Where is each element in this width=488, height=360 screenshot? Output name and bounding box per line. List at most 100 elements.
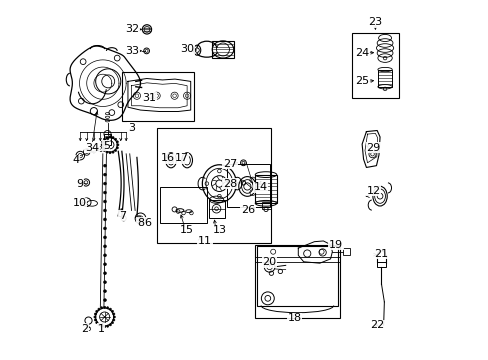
Text: 29: 29 bbox=[366, 143, 380, 153]
Bar bbox=[376, 262, 385, 267]
Circle shape bbox=[114, 149, 117, 152]
Bar bbox=[160, 187, 206, 223]
Circle shape bbox=[103, 164, 106, 167]
Text: 14: 14 bbox=[253, 182, 267, 192]
Circle shape bbox=[101, 325, 102, 327]
Circle shape bbox=[113, 319, 115, 321]
Circle shape bbox=[112, 151, 114, 153]
Text: 4: 4 bbox=[72, 155, 80, 165]
Text: 17: 17 bbox=[174, 153, 188, 163]
Bar bbox=[208, 200, 224, 218]
Circle shape bbox=[94, 316, 96, 318]
Text: 6: 6 bbox=[144, 218, 151, 228]
Text: 18: 18 bbox=[287, 313, 301, 323]
Circle shape bbox=[103, 209, 106, 212]
Text: 24: 24 bbox=[354, 48, 368, 58]
Circle shape bbox=[112, 136, 114, 139]
Text: 22: 22 bbox=[369, 320, 384, 330]
Circle shape bbox=[102, 141, 103, 143]
Circle shape bbox=[96, 321, 98, 324]
Circle shape bbox=[114, 138, 117, 140]
Circle shape bbox=[103, 245, 106, 248]
Circle shape bbox=[117, 144, 119, 146]
Text: 1: 1 bbox=[98, 324, 104, 334]
Text: 13: 13 bbox=[212, 225, 226, 235]
Text: 26: 26 bbox=[241, 206, 255, 216]
Circle shape bbox=[103, 227, 106, 230]
Circle shape bbox=[109, 308, 111, 310]
Text: 25: 25 bbox=[354, 76, 368, 86]
Circle shape bbox=[113, 316, 115, 318]
Text: 34: 34 bbox=[85, 143, 99, 153]
Circle shape bbox=[103, 325, 105, 328]
Circle shape bbox=[103, 138, 105, 140]
Bar bbox=[255, 244, 339, 318]
Text: 21: 21 bbox=[373, 248, 387, 258]
Text: 2: 2 bbox=[81, 324, 88, 334]
Circle shape bbox=[106, 307, 108, 309]
Circle shape bbox=[103, 290, 106, 293]
Circle shape bbox=[103, 218, 106, 221]
Bar bbox=[122, 72, 193, 121]
Circle shape bbox=[116, 147, 118, 149]
Bar bbox=[226, 164, 269, 207]
Text: 31: 31 bbox=[142, 93, 156, 103]
Bar bbox=[212, 41, 233, 58]
Circle shape bbox=[103, 272, 106, 275]
Circle shape bbox=[111, 321, 113, 324]
Circle shape bbox=[98, 324, 100, 326]
Bar bbox=[261, 202, 270, 210]
Circle shape bbox=[103, 191, 106, 194]
Text: 11: 11 bbox=[198, 236, 212, 246]
Circle shape bbox=[111, 310, 113, 312]
Text: 30: 30 bbox=[180, 44, 194, 54]
Bar bbox=[377, 69, 391, 87]
Circle shape bbox=[103, 236, 106, 239]
Circle shape bbox=[103, 281, 106, 284]
Circle shape bbox=[102, 147, 103, 149]
Circle shape bbox=[103, 254, 106, 257]
Circle shape bbox=[101, 144, 103, 146]
Circle shape bbox=[106, 151, 108, 153]
Text: 9: 9 bbox=[76, 179, 83, 189]
Text: 28: 28 bbox=[223, 179, 237, 189]
Text: 27: 27 bbox=[223, 159, 237, 169]
Text: 3: 3 bbox=[128, 123, 135, 133]
Circle shape bbox=[96, 310, 98, 312]
Text: 5: 5 bbox=[103, 141, 110, 151]
Circle shape bbox=[94, 319, 96, 321]
Circle shape bbox=[103, 263, 106, 266]
Text: 8: 8 bbox=[137, 218, 144, 228]
Circle shape bbox=[103, 173, 106, 176]
Text: 32: 32 bbox=[125, 24, 140, 35]
Circle shape bbox=[109, 152, 111, 154]
Circle shape bbox=[98, 308, 100, 310]
Circle shape bbox=[103, 306, 105, 309]
Text: 10: 10 bbox=[72, 198, 86, 208]
Circle shape bbox=[106, 325, 108, 327]
Text: 23: 23 bbox=[367, 17, 382, 27]
Circle shape bbox=[94, 313, 96, 315]
Circle shape bbox=[103, 182, 106, 185]
Circle shape bbox=[103, 149, 105, 152]
Bar bbox=[257, 246, 337, 306]
Circle shape bbox=[109, 324, 111, 326]
Bar bbox=[343, 248, 349, 255]
Bar bbox=[255, 257, 339, 262]
Circle shape bbox=[116, 141, 118, 143]
Circle shape bbox=[103, 200, 106, 203]
Circle shape bbox=[142, 25, 151, 34]
Text: 12: 12 bbox=[366, 186, 380, 196]
Bar bbox=[104, 134, 111, 145]
Bar bbox=[255, 175, 276, 203]
Circle shape bbox=[101, 307, 102, 309]
Circle shape bbox=[106, 136, 108, 139]
Text: 7: 7 bbox=[119, 211, 126, 221]
Bar bbox=[79, 181, 83, 184]
Text: 15: 15 bbox=[180, 225, 194, 235]
Circle shape bbox=[113, 313, 115, 315]
Text: 16: 16 bbox=[160, 153, 174, 163]
Circle shape bbox=[109, 136, 111, 138]
Text: 33: 33 bbox=[125, 46, 140, 56]
Circle shape bbox=[103, 299, 106, 302]
